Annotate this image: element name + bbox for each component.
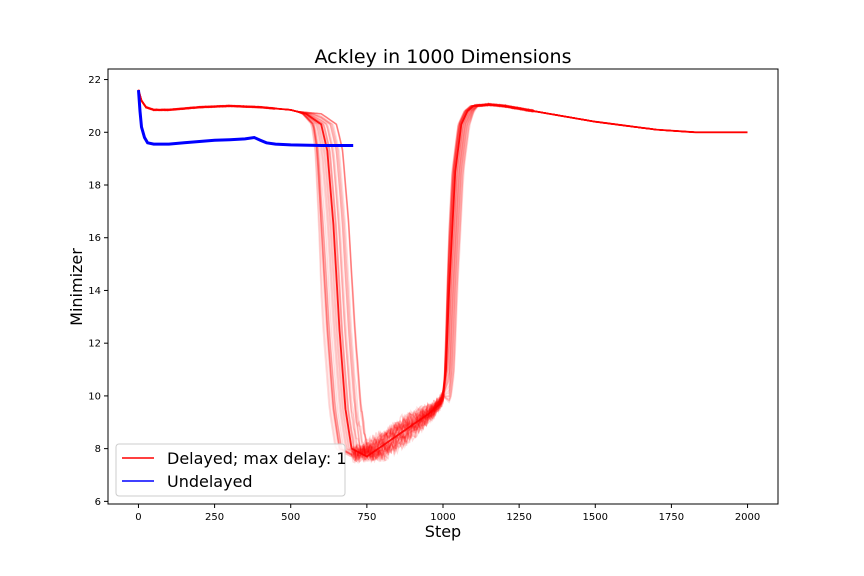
chart-title: Ackley in 1000 Dimensions bbox=[314, 46, 571, 68]
y-tick-label: 16 bbox=[88, 233, 101, 244]
delayed-run-line bbox=[137, 90, 748, 463]
x-tick-label: 2000 bbox=[735, 512, 760, 523]
y-tick-label: 18 bbox=[88, 181, 101, 192]
x-axis-label: Step bbox=[425, 522, 461, 541]
y-tick-label: 8 bbox=[95, 444, 101, 455]
delayed-run-line bbox=[137, 89, 748, 463]
legend-label-delayed: Delayed; max delay: 1 bbox=[167, 449, 347, 468]
series-layer bbox=[137, 89, 748, 465]
y-tick-label: 10 bbox=[88, 391, 101, 402]
plot-frame bbox=[107, 68, 779, 505]
delayed-run-line bbox=[137, 89, 748, 461]
delayed-run-line bbox=[137, 89, 748, 463]
delayed-run-line bbox=[137, 89, 748, 464]
delayed-run-line bbox=[137, 89, 748, 463]
delayed-run-line bbox=[137, 90, 748, 462]
x-tick-label: 1000 bbox=[430, 512, 455, 523]
y-tick-label: 22 bbox=[88, 75, 101, 86]
x-tick-label: 0 bbox=[135, 512, 141, 523]
delayed-run-line bbox=[137, 90, 748, 462]
plot-area bbox=[107, 68, 779, 505]
delayed-run-line bbox=[137, 89, 748, 462]
delayed-run-line bbox=[137, 90, 748, 461]
delayed-run-line bbox=[137, 89, 748, 463]
legend-box bbox=[115, 443, 346, 497]
delayed-run-line bbox=[137, 90, 748, 462]
y-tick-label: 6 bbox=[95, 497, 101, 508]
delayed-run-line bbox=[137, 89, 748, 462]
delayed-run-line bbox=[137, 89, 748, 462]
delayed-run-line bbox=[137, 89, 748, 462]
delayed-run-line bbox=[137, 89, 748, 462]
legend: Delayed; max delay: 1 Undelayed bbox=[115, 443, 347, 497]
y-axis: 6 8 10 12 14 16 18 20 22 bbox=[88, 75, 108, 508]
y-tick-label: 20 bbox=[88, 128, 101, 139]
delayed-run-line bbox=[137, 90, 748, 462]
x-tick-label: 500 bbox=[281, 512, 300, 523]
y-axis-label: Minimizer bbox=[67, 248, 86, 326]
delayed-run-line bbox=[137, 90, 748, 463]
x-axis: 0 250 500 750 1000 1250 1500 1750 2000 bbox=[135, 504, 760, 523]
delayed-run-line bbox=[137, 89, 748, 461]
delayed-run-line bbox=[137, 89, 748, 463]
delayed-run-line bbox=[137, 89, 748, 461]
delayed-run-line bbox=[137, 90, 748, 464]
delayed-run-line bbox=[137, 90, 748, 464]
delayed-run-line bbox=[137, 89, 748, 463]
y-tick-label: 12 bbox=[88, 339, 101, 350]
legend-label-undelayed: Undelayed bbox=[167, 472, 253, 491]
delayed-run-line bbox=[137, 90, 748, 461]
delayed-run-line bbox=[137, 90, 748, 461]
x-tick-label: 250 bbox=[205, 512, 224, 523]
x-tick-label: 1500 bbox=[583, 512, 608, 523]
x-tick-label: 1750 bbox=[659, 512, 684, 523]
delayed-run-line bbox=[137, 89, 748, 462]
delayed-series-line bbox=[137, 89, 748, 458]
x-tick-label: 1250 bbox=[506, 512, 531, 523]
y-tick-label: 14 bbox=[88, 286, 101, 297]
delayed-run-line bbox=[137, 89, 748, 461]
delayed-run-line bbox=[137, 89, 748, 462]
undelayed-series-line bbox=[137, 89, 354, 147]
x-tick-label: 750 bbox=[357, 512, 376, 523]
delayed-run-line bbox=[137, 89, 748, 465]
delayed-run-line bbox=[137, 89, 748, 464]
